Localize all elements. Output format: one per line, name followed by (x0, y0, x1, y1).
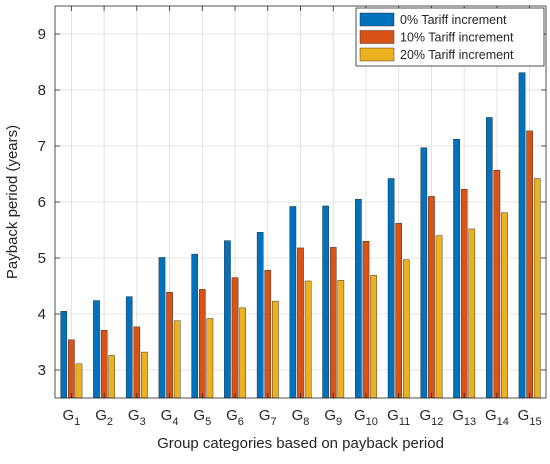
bar-series-2 (526, 130, 533, 399)
bar-series-1 (420, 147, 428, 399)
bar-series-3 (468, 228, 476, 399)
x-tick-label: G14 (485, 407, 509, 428)
bar-series-3 (141, 351, 148, 399)
x-tick-label: G15 (518, 407, 542, 428)
bar-series-1 (191, 253, 199, 399)
y-tick-label: 6 (38, 194, 46, 211)
bar-series-1 (224, 240, 231, 399)
bar-series-2 (297, 247, 304, 399)
x-axis-ticks: G1 G2 G3 G4 G5 G6 G7 G8 G9 G10 G11 G12 G13 G14 G15 (62, 6, 542, 428)
bar-series-2 (362, 240, 370, 399)
legend-swatch (359, 30, 395, 44)
bar-series-2 (264, 270, 272, 399)
x-tick-label: G13 (452, 407, 476, 428)
bar-series-3 (370, 275, 377, 399)
y-tick-label: 3 (38, 362, 46, 379)
x-tick-label: G11 (387, 407, 410, 428)
bar-series-1 (453, 139, 460, 399)
bar-series-2 (428, 196, 435, 399)
bar-series-3 (533, 178, 541, 399)
bar-series-3 (403, 259, 410, 399)
bar-series-2 (395, 223, 403, 399)
bars (60, 72, 541, 399)
x-tick-label: G12 (419, 407, 443, 428)
bar-series-1 (125, 296, 133, 399)
x-tick-label: G8 (292, 407, 310, 428)
y-tick-label: 8 (38, 82, 46, 99)
bar-series-1 (256, 232, 264, 399)
x-axis-label: Group categories based on payback period (157, 435, 444, 452)
bar-series-1 (158, 257, 166, 399)
bar-series-3 (75, 363, 83, 399)
bar-series-3 (239, 307, 246, 399)
bar-series-2 (493, 169, 501, 399)
bar-series-1 (322, 205, 329, 399)
legend-swatch (359, 47, 395, 62)
bar-series-3 (173, 320, 181, 399)
y-tick-label: 9 (38, 26, 46, 43)
bar-series-2 (329, 247, 337, 399)
y-axis-ticks: 3 4 5 6 7 8 9 (38, 26, 546, 379)
legend-label: 20% Tariff increment (400, 48, 514, 62)
bar-series-3 (304, 280, 312, 399)
x-tick-label: G7 (259, 407, 277, 428)
x-tick-label: G9 (324, 407, 342, 428)
x-tick-label: G3 (128, 407, 146, 428)
bar-series-1 (60, 311, 68, 399)
bar-series-1 (355, 198, 362, 399)
x-tick-label: G10 (354, 407, 378, 428)
bar-series-3 (272, 300, 279, 399)
bar-series-1 (486, 117, 493, 399)
bar-series-3 (206, 318, 214, 399)
bar-series-2 (100, 330, 108, 399)
legend: 0% Tariff increment 10% Tariff increment 2… (355, 7, 545, 67)
x-tick-label: G6 (226, 407, 244, 428)
x-tick-label: G1 (62, 407, 80, 428)
y-tick-label: 5 (38, 250, 46, 267)
bar-series-3 (435, 235, 443, 399)
legend-label: 0% Tariff increment (400, 13, 507, 27)
bar-series-3 (337, 280, 345, 399)
bar-series-1 (518, 72, 526, 399)
bar-series-2 (133, 326, 141, 399)
y-tick-label: 7 (38, 138, 46, 155)
bar-series-2 (198, 289, 206, 399)
bar-series-2 (166, 291, 173, 399)
bar-series-3 (501, 212, 508, 399)
x-tick-label: G5 (193, 407, 211, 428)
bar-series-1 (387, 178, 395, 399)
bar-series-2 (231, 277, 239, 399)
x-tick-label: G4 (161, 407, 179, 428)
legend-swatch (359, 12, 395, 27)
bar-series-1 (93, 300, 100, 399)
x-tick-label: G2 (95, 407, 113, 428)
legend-label: 10% Tariff increment (400, 31, 514, 45)
y-axis-label: Payback period (years) (4, 125, 21, 279)
bar-series-2 (68, 339, 75, 399)
bar-series-3 (108, 355, 115, 399)
bar-series-1 (289, 206, 297, 399)
y-tick-label: 4 (38, 306, 46, 323)
bar-series-2 (460, 188, 468, 399)
